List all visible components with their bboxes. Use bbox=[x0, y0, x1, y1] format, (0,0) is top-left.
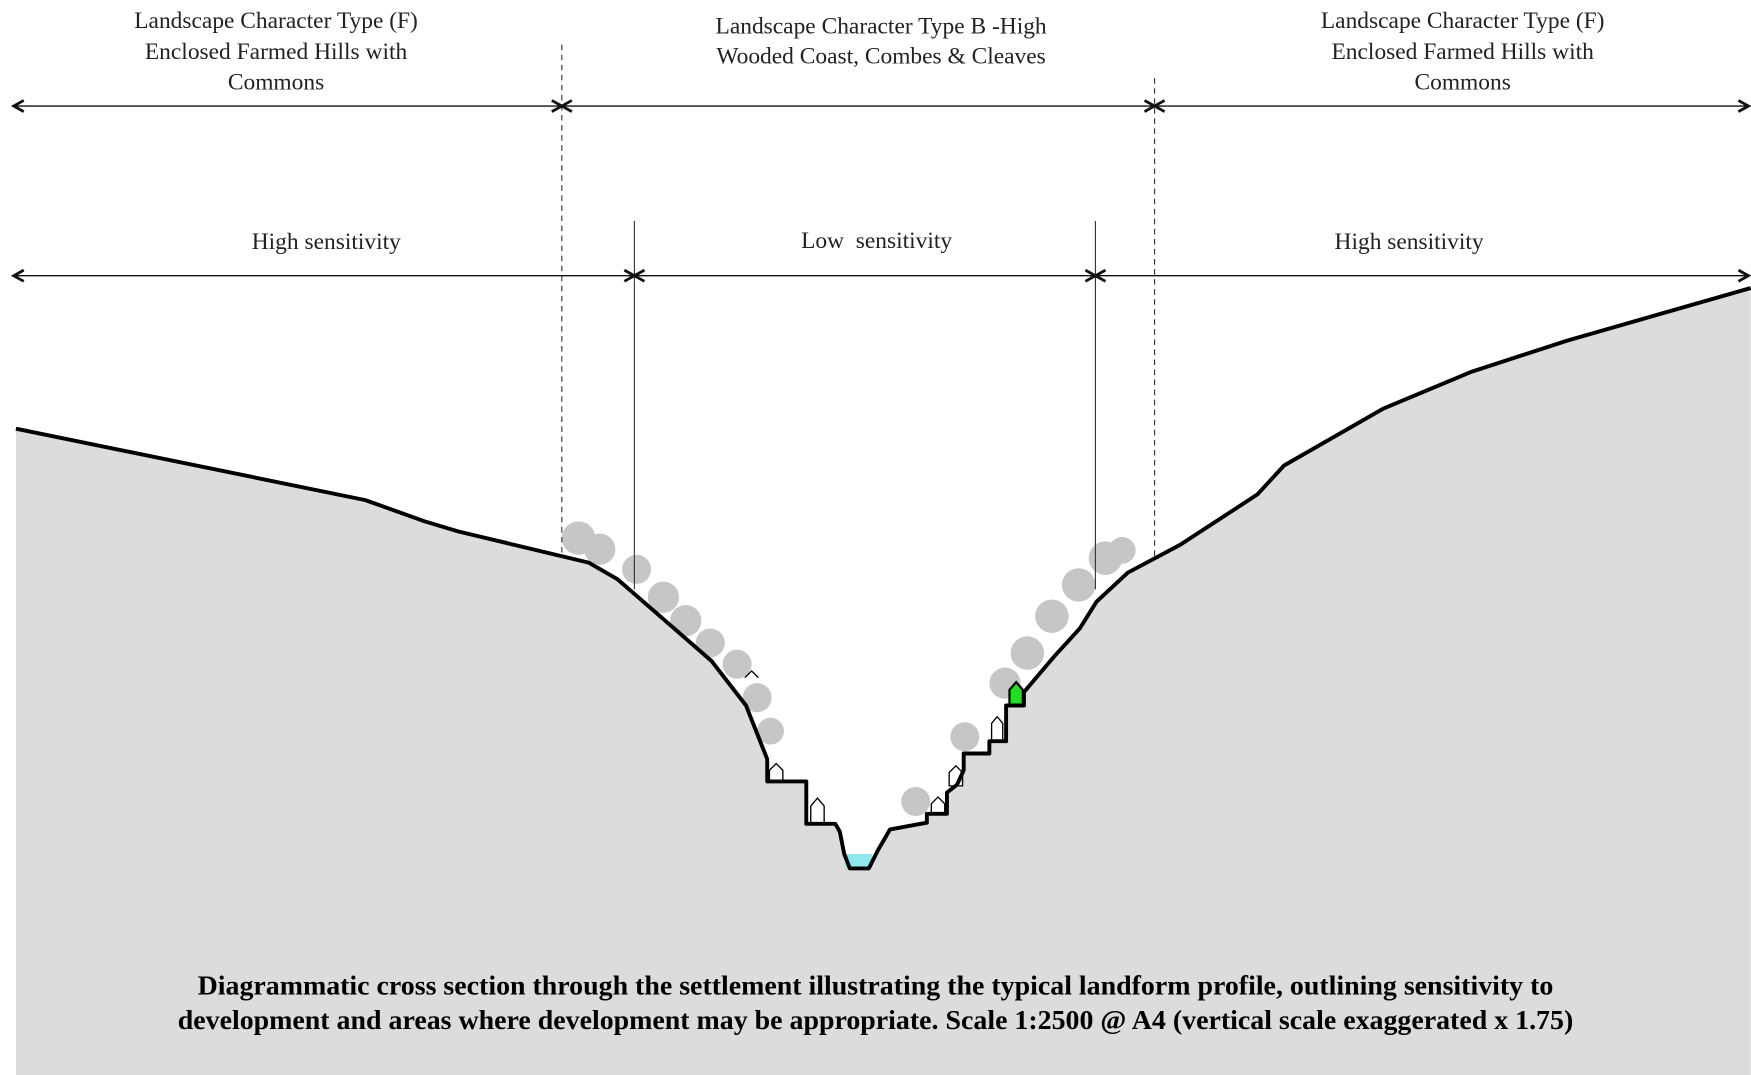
caption: Diagrammatic cross section through the s… bbox=[198, 971, 1554, 1002]
character-type-label: Landscape Character Type (F) bbox=[134, 8, 418, 34]
sensitivity-label: High sensitivity bbox=[1335, 229, 1484, 255]
caption: development and areas where development … bbox=[178, 1005, 1573, 1036]
character-type-label: Enclosed Farmed Hills with bbox=[1332, 39, 1595, 65]
page: Landscape Character Type (F) Enclosed Fa… bbox=[0, 0, 1751, 1075]
character-type-label: Commons bbox=[1414, 69, 1510, 95]
sensitivity-label: High sensitivity bbox=[252, 229, 401, 255]
cross-section-diagram: Landscape Character Type (F) Enclosed Fa… bbox=[0, 0, 1751, 1075]
character-type-label: Commons bbox=[228, 69, 324, 95]
ground bbox=[16, 288, 1751, 1075]
character-type-label: Enclosed Farmed Hills with bbox=[145, 39, 408, 65]
character-type-label: Wooded Coast, Combes & Cleaves bbox=[716, 44, 1045, 70]
character-type-label: Landscape Character Type B -High bbox=[716, 13, 1047, 39]
character-type-label: Landscape Character Type (F) bbox=[1321, 8, 1605, 34]
sensitivity-label: Low sensitivity bbox=[801, 228, 952, 254]
